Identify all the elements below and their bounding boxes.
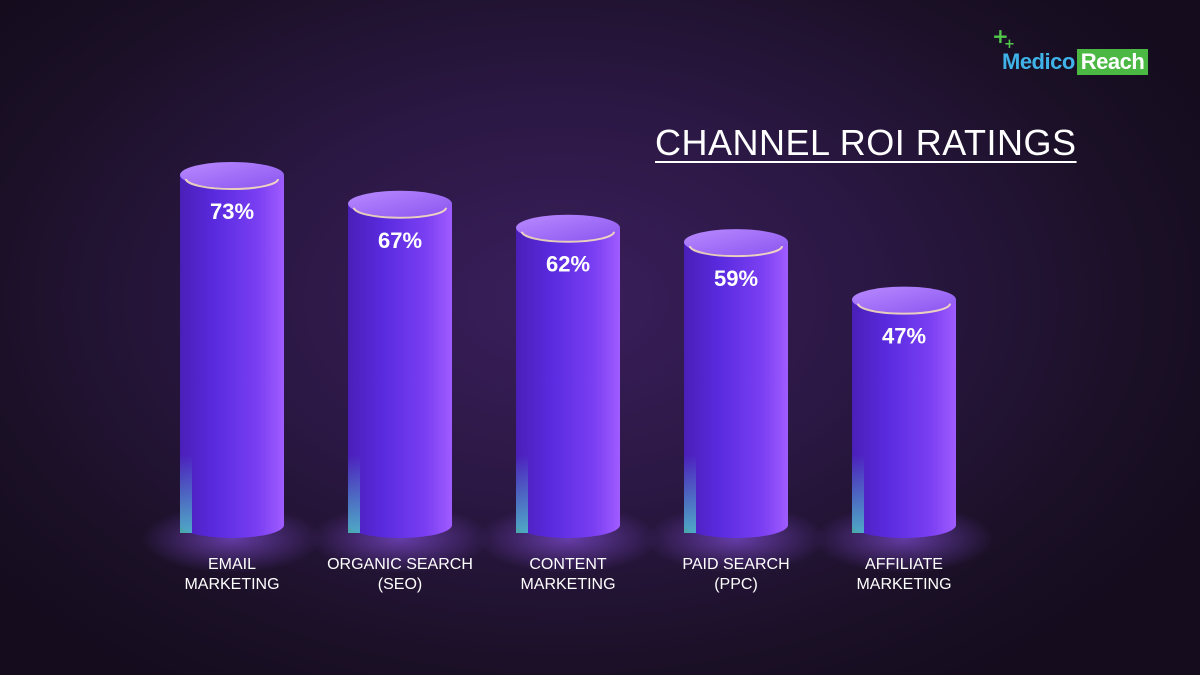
bar-top (180, 162, 284, 188)
category-label: CONTENT MARKETING (473, 555, 663, 595)
bar-top-rim (521, 231, 615, 243)
data-label: 47% (882, 324, 926, 349)
category-label-line: (PPC) (714, 576, 758, 593)
bar: 67% (310, 190, 490, 573)
bar-body (852, 299, 956, 538)
bar-top (852, 286, 956, 313)
brand-logo: + + Medico Reach (990, 26, 1150, 82)
bar-body (180, 175, 284, 538)
bar-reflection (852, 455, 864, 533)
data-label: 73% (210, 199, 254, 224)
logo-text-medico: Medico (1002, 49, 1075, 74)
bar-reflection (180, 455, 192, 533)
category-label: EMAIL MARKETING (137, 555, 327, 595)
category-label: ORGANIC SEARCH (SEO) (305, 555, 495, 595)
bar: 59% (646, 229, 826, 573)
bar: 62% (478, 214, 658, 573)
bar: 47% (814, 286, 994, 573)
category-label-line: AFFILIATE (865, 556, 943, 573)
plus-icon: + (992, 24, 1009, 48)
bar-top-rim (185, 178, 279, 190)
data-label: 59% (714, 266, 758, 291)
bar-top (516, 214, 620, 241)
bar-top-rim (353, 207, 447, 219)
bar-reflection (684, 455, 696, 533)
bar-reflection (348, 455, 360, 533)
category-label-line: EMAIL (207, 556, 256, 573)
bar-top (348, 190, 452, 217)
bar-body (348, 203, 452, 538)
logo-text-reach: Reach (1076, 49, 1149, 75)
category-label: AFFILIATE MARKETING (809, 555, 999, 595)
category-label-line: MARKETING (520, 576, 616, 593)
bar-body (684, 242, 788, 538)
data-label: 67% (378, 228, 422, 253)
bar-body (516, 227, 620, 538)
category-label-line: PAID SEARCH (682, 556, 790, 573)
category-label-line: MARKETING (856, 576, 952, 593)
chart-title: CHANNEL ROI RATINGS (655, 122, 1077, 163)
category-label-line: ORGANIC SEARCH (327, 556, 473, 573)
category-label-line: CONTENT (529, 556, 607, 573)
bar-reflection (516, 455, 528, 533)
data-label: 62% (546, 252, 590, 277)
category-label-line: (SEO) (377, 576, 423, 593)
category-label-line: MARKETING (184, 576, 280, 593)
bar-top-rim (857, 303, 951, 315)
bar: 73% (142, 162, 322, 573)
bar-top-rim (689, 245, 783, 258)
plus-icon-small: + (1004, 37, 1015, 52)
category-label: PAID SEARCH (PPC) (641, 555, 831, 595)
bar-top (684, 229, 788, 256)
